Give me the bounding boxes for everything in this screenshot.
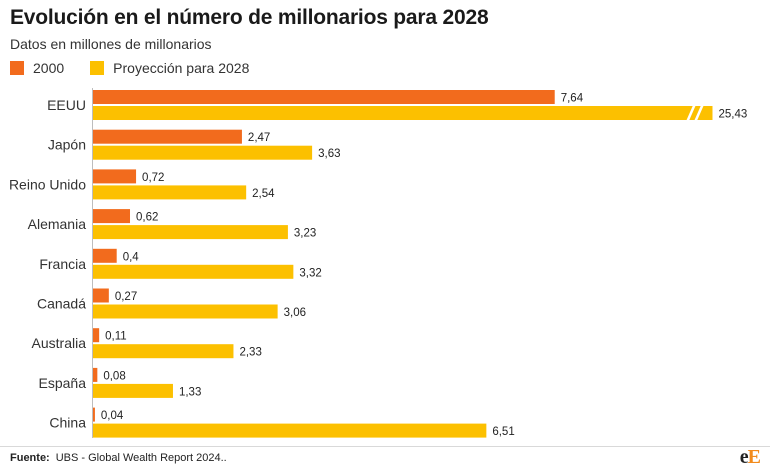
legend-label-2000: 2000 [33, 60, 65, 76]
category-label-españa: España [39, 375, 87, 391]
bar-2000-eeuu [92, 90, 555, 104]
data-label-2000-australia: 0,11 [105, 331, 127, 343]
data-label-2028-canadá: 3,06 [284, 307, 306, 319]
bar-2000-reino-unido [92, 169, 137, 184]
source-note: Fuente: UBS - Global Wealth Report 2024.. [10, 452, 227, 464]
category-label-eeuu: EEUU [47, 97, 86, 113]
bar-2028-canadá [92, 304, 278, 319]
category-label-alemania: Alemania [28, 216, 87, 232]
bar-2000-australia [92, 328, 100, 343]
bar-2028-australia [92, 344, 234, 359]
chart-subtitle: Datos en millones de millonarios [10, 36, 212, 52]
footer-divider [0, 446, 770, 447]
legend-item-2028: Proyección para 2028 [90, 60, 249, 76]
data-label-2000-españa: 0,08 [103, 370, 125, 382]
data-label-2028-alemania: 3,23 [294, 228, 316, 240]
brand-logo: eE [739, 446, 761, 468]
data-label-2028-eeuu: 25,43 [719, 109, 748, 121]
legend: 2000 Proyección para 2028 [10, 58, 275, 78]
bar-2028-alemania [92, 225, 288, 240]
data-label-2000-francia: 0,4 [123, 251, 140, 263]
bar-2028-españa [92, 383, 173, 398]
legend-swatch-2000 [10, 61, 24, 75]
category-label-japón: Japón [48, 137, 86, 153]
category-label-francia: Francia [39, 256, 86, 272]
bar-2000-españa [92, 367, 98, 382]
axis-break-mark [694, 104, 704, 122]
bar-2028-francia [92, 264, 294, 279]
data-label-2028-españa: 1,33 [179, 386, 201, 398]
data-label-2000-reino-unido: 0,72 [142, 172, 164, 184]
chart-title: Evolución en el número de millonarios pa… [10, 6, 489, 29]
legend-label-2028: Proyección para 2028 [113, 60, 250, 76]
source-text: UBS - Global Wealth Report 2024.. [55, 452, 227, 464]
data-label-2000-japón: 2,47 [248, 132, 270, 144]
data-label-2028-australia: 2,33 [239, 347, 261, 359]
axis-break-mark [686, 104, 696, 122]
category-label-reino-unido: Reino Unido [9, 176, 86, 192]
bar-2000-japón [92, 129, 242, 144]
legend-swatch-2028 [90, 61, 105, 75]
bar-2000-china [92, 407, 95, 422]
data-label-2028-francia: 3,32 [299, 267, 321, 279]
bar-2028-china [92, 423, 487, 438]
bar-2000-alemania [92, 209, 131, 224]
category-label-canadá: Canadá [37, 296, 86, 312]
category-label-china: China [49, 415, 86, 431]
legend-item-2000: 2000 [10, 60, 64, 76]
data-label-2000-eeuu: 7,64 [561, 93, 584, 105]
data-label-2028-china: 6,51 [492, 426, 514, 438]
bar-2000-francia [92, 248, 117, 263]
bar-2028-eeuu [92, 106, 713, 120]
bar-2028-japón [92, 145, 313, 160]
bar-2028-reino-unido [92, 185, 247, 200]
data-label-2000-china: 0,04 [101, 410, 124, 422]
source-label: Fuente: [10, 452, 50, 464]
category-label-australia: Australia [32, 335, 87, 351]
bar-2000-canadá [92, 288, 109, 303]
data-label-2000-canadá: 0,27 [115, 291, 137, 303]
data-label-2000-alemania: 0,62 [136, 212, 158, 224]
data-label-2028-japón: 3,63 [318, 148, 340, 160]
bar-chart: EEUU 7,64 25,43 Japón 2,47 3,63 Reino Unido 0,7… [9, 88, 748, 438]
data-label-2028-reino-unido: 2,54 [252, 188, 275, 200]
